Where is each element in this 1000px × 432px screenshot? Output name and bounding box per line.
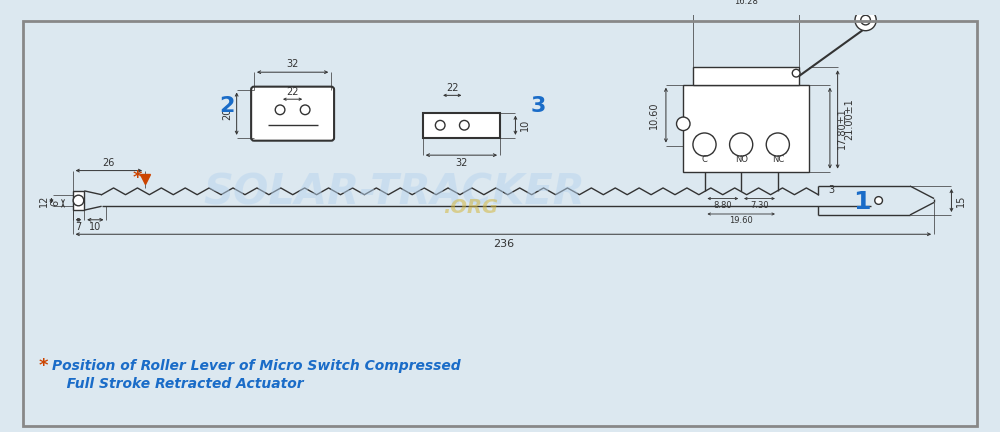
Text: 236: 236 — [493, 239, 514, 249]
Circle shape — [459, 121, 469, 130]
Circle shape — [300, 105, 310, 114]
Text: 17.80±1: 17.80±1 — [836, 107, 846, 149]
Text: 15: 15 — [956, 194, 966, 206]
Text: Position of Roller Lever of Micro Switch Compressed: Position of Roller Lever of Micro Switch… — [52, 359, 461, 373]
Bar — [683, 85, 809, 172]
Text: .ORG: .ORG — [444, 198, 499, 217]
Text: 3: 3 — [828, 185, 834, 195]
Text: 20: 20 — [222, 108, 232, 120]
Text: 32: 32 — [286, 60, 299, 70]
Text: 12: 12 — [39, 194, 49, 206]
Circle shape — [855, 10, 876, 31]
Text: 19.60: 19.60 — [729, 216, 753, 225]
Text: SOLAR-TRACKER: SOLAR-TRACKER — [203, 172, 585, 214]
Bar — [423, 113, 500, 138]
Text: 22: 22 — [446, 83, 459, 92]
Text: C: C — [702, 156, 707, 165]
Circle shape — [275, 105, 285, 114]
Text: 10: 10 — [89, 222, 101, 232]
Text: NC: NC — [772, 156, 784, 165]
Text: *: * — [39, 357, 48, 375]
Text: 7: 7 — [75, 222, 82, 232]
Circle shape — [861, 15, 870, 25]
Circle shape — [677, 117, 690, 130]
Text: 32: 32 — [455, 158, 468, 168]
Text: 1: 1 — [853, 191, 870, 214]
Bar — [693, 67, 799, 85]
Text: *: * — [133, 169, 142, 187]
Text: Full Stroke Retracted Actuator: Full Stroke Retracted Actuator — [52, 377, 304, 391]
Circle shape — [766, 133, 789, 156]
Text: 7.30: 7.30 — [750, 201, 769, 210]
Text: NO: NO — [735, 156, 748, 165]
Bar — [73, 191, 84, 210]
Text: 6: 6 — [50, 200, 60, 206]
Text: 16.28: 16.28 — [734, 0, 758, 6]
Circle shape — [730, 133, 753, 156]
Circle shape — [693, 133, 716, 156]
Circle shape — [435, 121, 445, 130]
FancyBboxPatch shape — [251, 87, 334, 141]
Text: 10: 10 — [520, 119, 530, 131]
Circle shape — [875, 197, 882, 204]
Text: 26: 26 — [103, 158, 115, 168]
Circle shape — [73, 195, 84, 206]
Text: 3: 3 — [531, 96, 546, 116]
Text: 21.00±1: 21.00±1 — [844, 98, 854, 140]
Text: 22: 22 — [286, 87, 299, 98]
Text: 10.60: 10.60 — [649, 102, 659, 129]
Text: 2: 2 — [219, 96, 235, 116]
Circle shape — [792, 69, 800, 77]
Text: 8.80: 8.80 — [714, 201, 732, 210]
